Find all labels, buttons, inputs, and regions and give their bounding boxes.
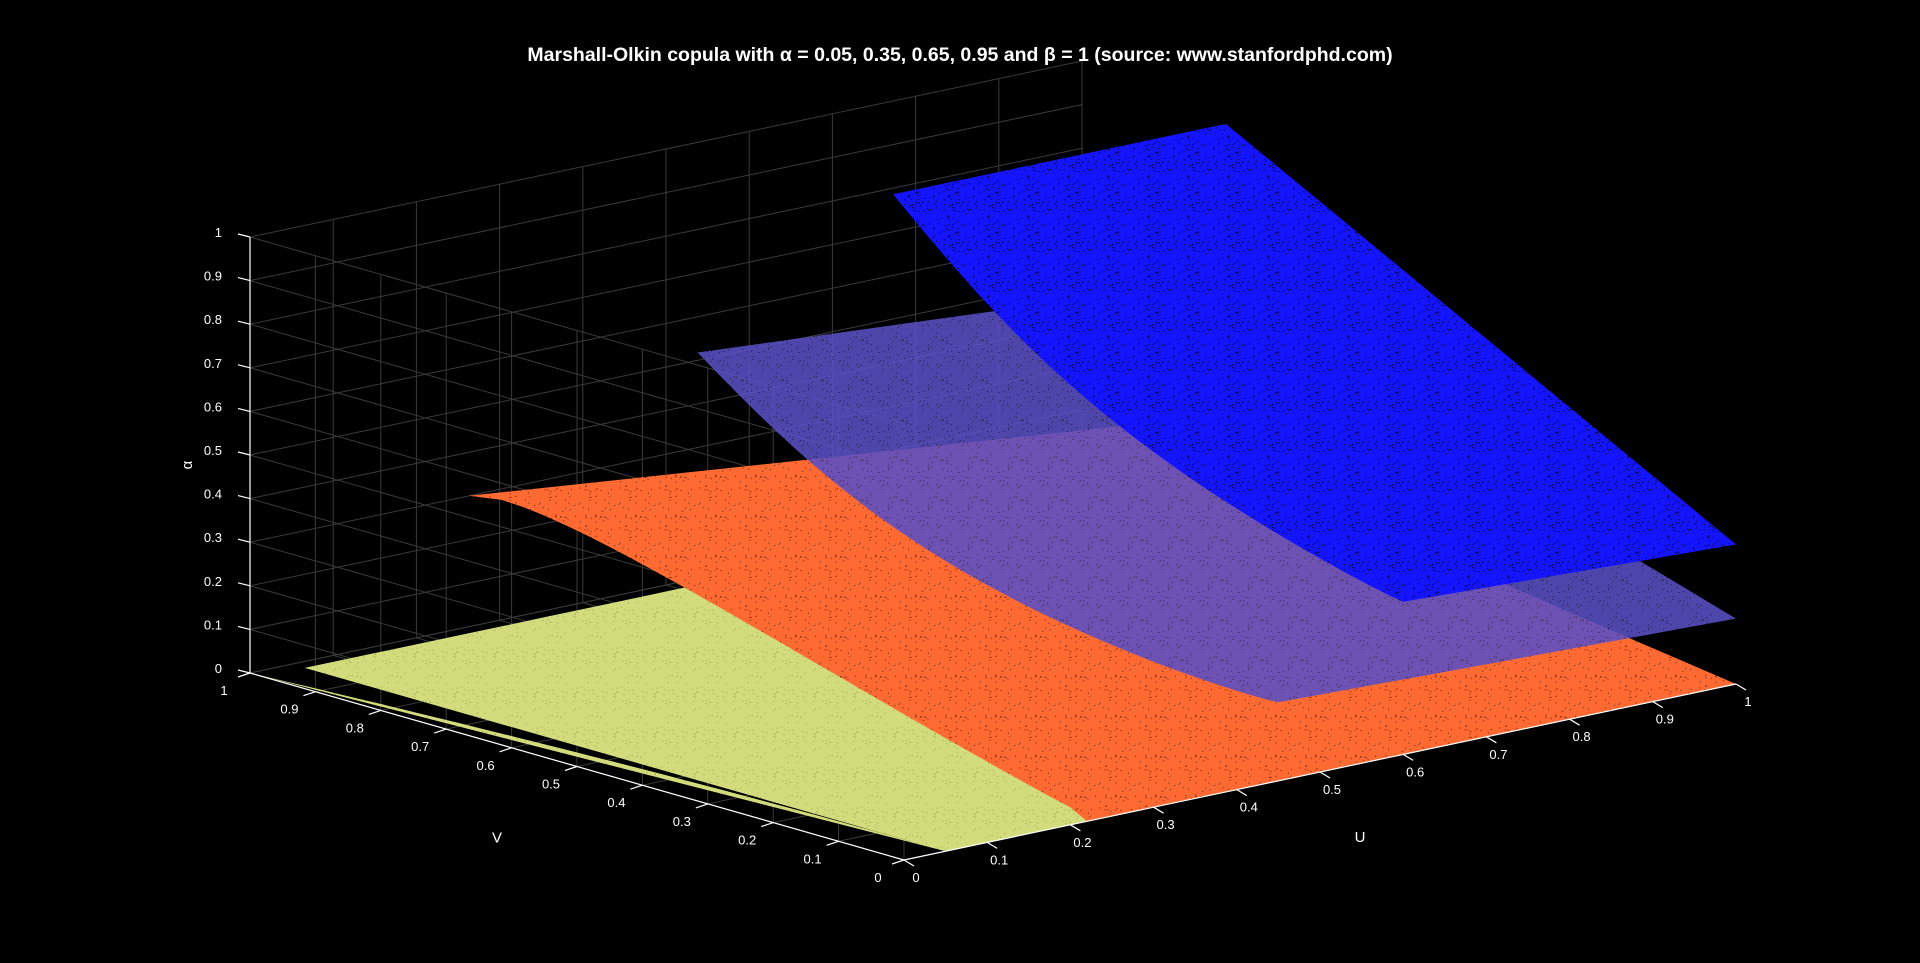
alpha-tick <box>237 451 251 456</box>
alpha-tick <box>237 538 251 543</box>
v-tick-label: 1 <box>220 683 227 698</box>
alpha-tick-label: 0.4 <box>204 487 222 502</box>
v-axis-label: V <box>492 830 502 847</box>
v-tick-label: 0.8 <box>346 720 364 735</box>
u-tick <box>1153 806 1164 814</box>
v-tick <box>761 822 774 828</box>
alpha-tick-label: 0.2 <box>204 574 222 589</box>
u-tick-label: 0.8 <box>1573 729 1591 744</box>
u-tick-label: 0.4 <box>1240 800 1258 815</box>
u-tick-label: 0.9 <box>1656 712 1674 727</box>
chart-title: Marshall-Olkin copula with α = 0.05, 0.3… <box>527 44 1393 66</box>
u-tick <box>1735 683 1747 691</box>
v-tick <box>826 840 839 846</box>
alpha-tick <box>237 233 251 238</box>
u-tick-label: 0.3 <box>1157 817 1175 832</box>
alpha-tick-label: 0.7 <box>204 356 222 371</box>
u-axis-label: U <box>1355 829 1366 846</box>
u-tick <box>1236 789 1248 797</box>
v-tick <box>368 709 381 715</box>
alpha-tick <box>237 277 251 282</box>
v-tick-label: 0.1 <box>804 851 822 866</box>
v-tick-label: 0.6 <box>477 758 495 773</box>
alpha-tick <box>237 364 251 369</box>
u-tick <box>986 841 998 849</box>
u-tick-label: 0.5 <box>1323 782 1341 797</box>
u-tick-label: 1 <box>1744 694 1751 709</box>
alpha-tick-label: 0.1 <box>204 617 222 632</box>
alpha-tick-label: 0 <box>215 661 222 676</box>
alpha-tick <box>237 320 251 325</box>
u-tick <box>1652 701 1664 709</box>
u-tick <box>903 859 915 867</box>
alpha-tick-label: 0.9 <box>204 269 222 284</box>
grid-line <box>249 278 1083 456</box>
v-tick-label: 0.4 <box>607 795 625 810</box>
v-tick-label: 0.7 <box>411 739 429 754</box>
v-tick <box>499 747 512 753</box>
grid-line <box>249 60 1083 238</box>
u-tick <box>1402 753 1414 761</box>
alpha-tick <box>237 495 251 500</box>
v-tick-label: 0.9 <box>280 702 298 717</box>
alpha-tick <box>237 582 251 587</box>
u-tick <box>1486 736 1497 744</box>
alpha-tick-label: 0.5 <box>204 443 222 458</box>
axis-layer: 0 0.1 0.2 0.3 0.4 0.5 0.6 0.7 0.8 0.9 1 0 0.1 0.2 0.3 0… <box>179 225 1752 885</box>
v-tick-label: 0.3 <box>673 814 691 829</box>
v-tick <box>695 803 708 809</box>
alpha-axis-label: α <box>179 460 196 469</box>
v-tick <box>237 672 251 678</box>
grid-line <box>249 147 1083 325</box>
u-tick <box>1070 824 1081 832</box>
alpha-tick-label: 0.6 <box>204 399 222 414</box>
alpha-tick <box>237 625 251 630</box>
alpha-tick-label: 1 <box>215 225 222 240</box>
alpha-tick <box>237 669 251 674</box>
grid-line <box>249 234 1083 412</box>
v-tick <box>630 784 643 790</box>
u-tick-label: 0.6 <box>1406 764 1424 779</box>
v-tick <box>564 765 578 772</box>
alpha-tick-label: 0.8 <box>204 312 222 327</box>
v-tick-label: 0.5 <box>542 777 560 792</box>
alpha-tick-label: 0.3 <box>204 530 222 545</box>
u-tick-label: 0.1 <box>990 852 1008 867</box>
v-tick <box>303 691 316 697</box>
v-tick <box>891 859 905 865</box>
u-tick-label: 0.7 <box>1489 747 1507 762</box>
grid-line <box>249 104 1083 282</box>
surface-alpha-0-95 <box>893 123 1736 602</box>
v-tick-label: 0 <box>874 870 881 885</box>
u-tick-label: 0.2 <box>1073 835 1091 850</box>
alpha-tick <box>237 407 251 412</box>
u-tick <box>1319 771 1331 779</box>
u-tick <box>1569 718 1580 726</box>
v-tick <box>434 728 447 734</box>
v-tick-label: 0.2 <box>738 833 756 848</box>
u-tick-label: 0 <box>912 870 919 885</box>
surface-layer <box>250 123 1737 852</box>
